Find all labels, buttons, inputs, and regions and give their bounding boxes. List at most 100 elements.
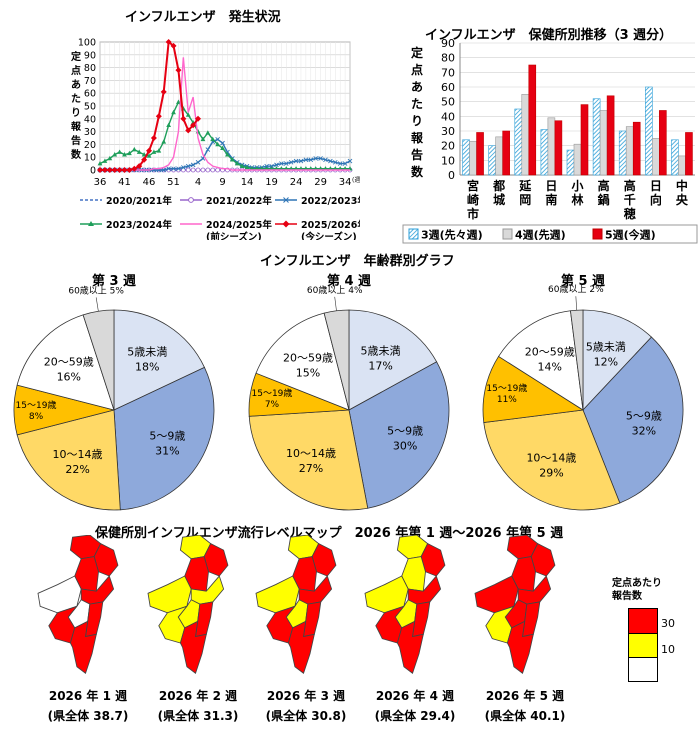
pie-pct: 31%	[155, 445, 179, 458]
x-tick-label: 19	[265, 177, 278, 188]
point-s2025	[136, 163, 143, 170]
pie-slice-pie5u	[113, 309, 206, 411]
y-label-char: 告	[411, 147, 423, 162]
bar-w3	[462, 139, 470, 176]
bar-w4	[652, 138, 660, 176]
y-tick-label: 0	[90, 166, 96, 177]
bar-w4	[547, 117, 556, 176]
bar-w5	[528, 64, 537, 176]
legend-label-line: 2020/2021年	[106, 195, 172, 207]
pie-slice-pie5_9	[113, 366, 215, 511]
point-s2023	[234, 161, 240, 166]
pie-label: 20～59歳	[44, 356, 94, 369]
point-s2022	[166, 166, 171, 172]
point-s2025	[111, 167, 118, 173]
legend-swatch-w4	[502, 228, 513, 240]
point-s2023	[171, 109, 176, 115]
district-3	[37, 575, 82, 614]
point-s2022	[288, 160, 294, 165]
district-3	[474, 575, 519, 614]
pie-slice-pie10_14	[16, 409, 121, 511]
x-tick-label: 34	[339, 177, 352, 188]
y-tick-label: 70	[441, 66, 455, 79]
pie-pct: 12%	[594, 355, 618, 368]
legend-swatch-30	[629, 609, 657, 634]
pie-label: 20～59歳	[525, 346, 575, 359]
pie-label-60: 60歳以上 5%	[68, 284, 124, 296]
y-label-char: 定	[71, 50, 81, 63]
legend-label-w5: 5週(今週)	[605, 228, 656, 242]
pie-slice-pie20_59	[16, 314, 115, 411]
y-tick-label: 60	[441, 81, 455, 94]
x-tick-label: 14	[241, 177, 254, 188]
trend-chart-title: インフルエンザ 発生状況	[125, 10, 281, 25]
bar-w5	[580, 104, 589, 176]
legend-label-line: 2022/2023年	[301, 195, 360, 207]
age-chart: 第 3 週5歳未満18%5～9歳31%10～14歳22%15～19歳8%20～5…	[13, 273, 684, 511]
district-8	[506, 620, 534, 674]
y-label-char: 点	[411, 62, 423, 77]
point-s2023	[131, 146, 137, 152]
health-chart: 0102030405060708090定点あたり報告数宮崎市都城延岡日南小林高鍋…	[402, 37, 698, 244]
point-s2021	[185, 167, 191, 173]
point-s2025	[131, 165, 138, 172]
bar-w3	[645, 86, 653, 176]
y-tick-label: 90	[84, 50, 96, 61]
point-s2025	[185, 127, 192, 134]
legend-swatch-w3	[408, 228, 419, 240]
y-tick-label: 50	[441, 96, 455, 109]
point-s2025	[116, 167, 123, 173]
pie-slice-pie5u	[582, 309, 653, 412]
legend-marker-s2021	[188, 197, 194, 203]
bar-w5	[476, 132, 484, 176]
pie-label: 10～14歳	[526, 451, 576, 464]
point-s2023	[205, 130, 211, 135]
pie-slice-pie20_59	[255, 312, 350, 411]
y-label-char: 数	[411, 164, 424, 179]
bar-w5	[502, 130, 510, 176]
point-s2022	[171, 166, 176, 172]
category-char: 林	[571, 192, 583, 207]
y-tick-label: 100	[78, 38, 96, 49]
pie-label: 15～19歳	[486, 382, 527, 394]
point-s2023	[112, 152, 118, 157]
legend-swatch-10	[629, 634, 657, 658]
bar-w4	[599, 110, 608, 176]
bar-w5	[554, 120, 563, 176]
point-s2023	[107, 155, 113, 161]
series-line-s2023	[99, 100, 350, 170]
pie-label-60: 60歳以上 4%	[307, 284, 363, 296]
bar-w4	[678, 155, 686, 176]
map-caption-week: 2026 年 4 週	[375, 689, 455, 703]
point-s2025	[160, 88, 167, 95]
category-char: 高	[598, 178, 610, 193]
pie-pct: 17%	[368, 360, 392, 373]
point-s2025	[121, 167, 128, 173]
pie-title: 第 3 週	[92, 273, 136, 289]
category-char: 都	[492, 178, 505, 193]
pie-label: 5～9歳	[149, 430, 185, 443]
y-tick-label: 0	[448, 169, 455, 182]
pie-slice-pie5_9	[582, 336, 684, 504]
y-label-char: 報	[71, 120, 82, 133]
y-label-char: り	[71, 107, 81, 119]
point-s2022	[342, 161, 348, 166]
pie-slice-pie10_14	[483, 409, 621, 511]
point-s2021	[215, 167, 221, 173]
point-s2023	[225, 152, 230, 157]
y-label-char: 定	[411, 45, 423, 60]
legend-label-line: 2023/2024年	[106, 219, 172, 231]
point-s2022	[303, 157, 309, 163]
category-label: 日向	[650, 179, 662, 207]
district-3	[147, 575, 192, 614]
point-s2022	[185, 163, 191, 169]
category-char: 岡	[519, 193, 531, 207]
category-char: 日	[545, 179, 557, 193]
bar-w3	[488, 145, 496, 176]
bar-w5	[685, 132, 693, 176]
category-char: 延	[518, 178, 532, 193]
category-char: 市	[467, 206, 479, 221]
point-s2023	[244, 164, 250, 170]
point-s2025	[155, 113, 162, 120]
y-tick-label: 40	[84, 114, 96, 125]
